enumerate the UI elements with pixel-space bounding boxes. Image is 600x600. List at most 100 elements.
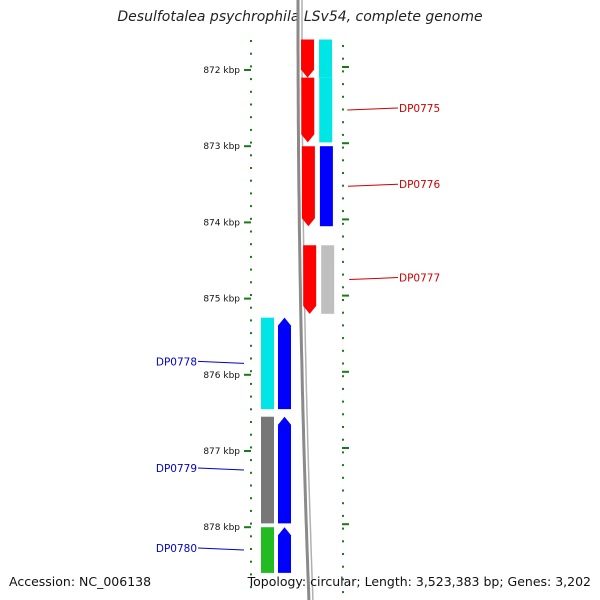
scale-dot-left [250, 332, 252, 335]
scale-dot-left [250, 306, 252, 309]
scale-dot-right [342, 286, 344, 289]
gene-label-DP0780: DP0780 [156, 543, 197, 555]
scale-dot-right [342, 324, 344, 327]
scale-dot-right [342, 362, 344, 365]
gene-band-gene-top-forward [319, 39, 333, 78]
scale-dot-right [342, 197, 344, 200]
gene-band-DP0777 [321, 245, 335, 314]
gene-arrow-gene-top-forward [301, 39, 315, 78]
leader-line-DP0777 [349, 277, 399, 281]
scale-dot-right [342, 172, 344, 174]
gene-arrow-DP0777 [303, 245, 317, 314]
scale-dot-right [342, 235, 344, 238]
scale-dot-right [342, 121, 344, 124]
scale-tick-label: 875 kbp [203, 295, 240, 305]
gene-band-DP0779 [261, 416, 274, 524]
gene-labels: 872 kbp 873 kbp 874 kbp 875 kbp 876 kbp 877 k… [156, 66, 441, 555]
scale-dot-right [342, 502, 344, 505]
scale-tick-label: 874 kbp [203, 218, 240, 228]
scale-dot-right [342, 426, 344, 428]
scale-dot-right [342, 337, 344, 340]
scale-dot-left [250, 586, 252, 589]
scale-dot-right [342, 222, 344, 225]
scale-dot-left [250, 421, 252, 423]
scale-dot-right [342, 464, 344, 467]
scale-dot-right [342, 527, 344, 530]
scale-dot-left [250, 116, 252, 119]
gene-arrow-DP0776 [301, 146, 315, 227]
scale-dot-left [250, 560, 252, 563]
scale-dot-left [250, 509, 252, 512]
scale-dot-right [342, 451, 344, 454]
scale-dot-left [250, 573, 252, 576]
scale-dot-left [250, 52, 252, 55]
scale-dot-right [342, 248, 344, 251]
scale-dot-left [250, 268, 252, 271]
scale-dot-left [250, 535, 252, 538]
scale-dot-right [342, 159, 344, 162]
scale-dot-right [342, 273, 344, 276]
scale-dot-right [342, 565, 344, 568]
scale-dot-left [250, 205, 252, 208]
scale-dot-right [342, 133, 344, 136]
scale-dot-left [250, 446, 252, 449]
scale-major-tick-right [342, 142, 349, 145]
scale-dot-left [250, 154, 252, 157]
scale-major-tick [244, 221, 251, 224]
accession-text: Accession: NC_006138 [9, 574, 152, 589]
leader-line-DP0775 [347, 107, 399, 111]
gene-arrow-DP0780 [278, 527, 291, 573]
gene-label-DP0776: DP0776 [399, 179, 440, 191]
scale-dot-left [250, 382, 252, 385]
scale-dot-left [250, 497, 252, 500]
scale-major-tick [244, 69, 251, 71]
scale-major-tick-right [342, 447, 349, 449]
gene-label-DP0777: DP0777 [399, 273, 440, 285]
scale-dot-left [250, 294, 252, 296]
scale-major-tick [244, 145, 251, 148]
leader-line-DP0779 [197, 467, 245, 471]
scale-dot-left [250, 230, 252, 233]
scale-dot-right [342, 387, 344, 390]
scale-major-tick [244, 297, 251, 300]
scale-dot-right [342, 591, 344, 594]
scale-dot-left [250, 522, 252, 525]
scale-tick-label: 872 kbp [203, 66, 240, 76]
scale-dot-left [250, 281, 252, 284]
scale-dot-right [342, 83, 344, 86]
scale-dot-left [250, 255, 252, 258]
scale-tick-label: 873 kbp [203, 142, 240, 152]
scale-dot-right [342, 489, 344, 492]
gene-label-DP0778: DP0778 [156, 356, 197, 368]
scale-dot-left [250, 167, 252, 169]
scale-major-tick-right [342, 294, 349, 297]
scale-major-tick-right [342, 370, 349, 373]
scale-dot-left [250, 344, 252, 347]
scale-major-tick [244, 373, 251, 376]
scale-major-tick-right [342, 523, 349, 526]
scale-major-tick [244, 450, 251, 452]
gene-label-DP0775: DP0775 [399, 103, 440, 115]
scale-dot-left [250, 78, 252, 81]
scale-dot-right [342, 540, 344, 543]
scale-dot-left [250, 319, 252, 322]
scale-dot-right [342, 375, 344, 378]
scale-dot-left [250, 395, 252, 398]
gene-arrow-DP0779 [278, 416, 291, 524]
scale-dot-left [250, 471, 252, 474]
gene-band-DP0780 [261, 527, 274, 573]
scale-dot-right [342, 108, 344, 111]
scale-dot-left [250, 65, 252, 68]
scale-dot-left [250, 192, 252, 195]
scale-dot-right [342, 260, 344, 263]
scale-dot-right [342, 438, 344, 441]
topology-text: Topology: circular; Length: 3,523,383 bp… [247, 574, 591, 589]
scale-dot-right [342, 95, 344, 98]
scale-dot-right [342, 413, 344, 416]
scale-dot-left [250, 179, 252, 182]
scale-dot-right [342, 514, 344, 517]
scale-dot-right [342, 349, 344, 352]
scale-dot-left [250, 217, 252, 220]
map-title: Desulfotalea psychrophila LSv54, complet… [117, 9, 483, 25]
